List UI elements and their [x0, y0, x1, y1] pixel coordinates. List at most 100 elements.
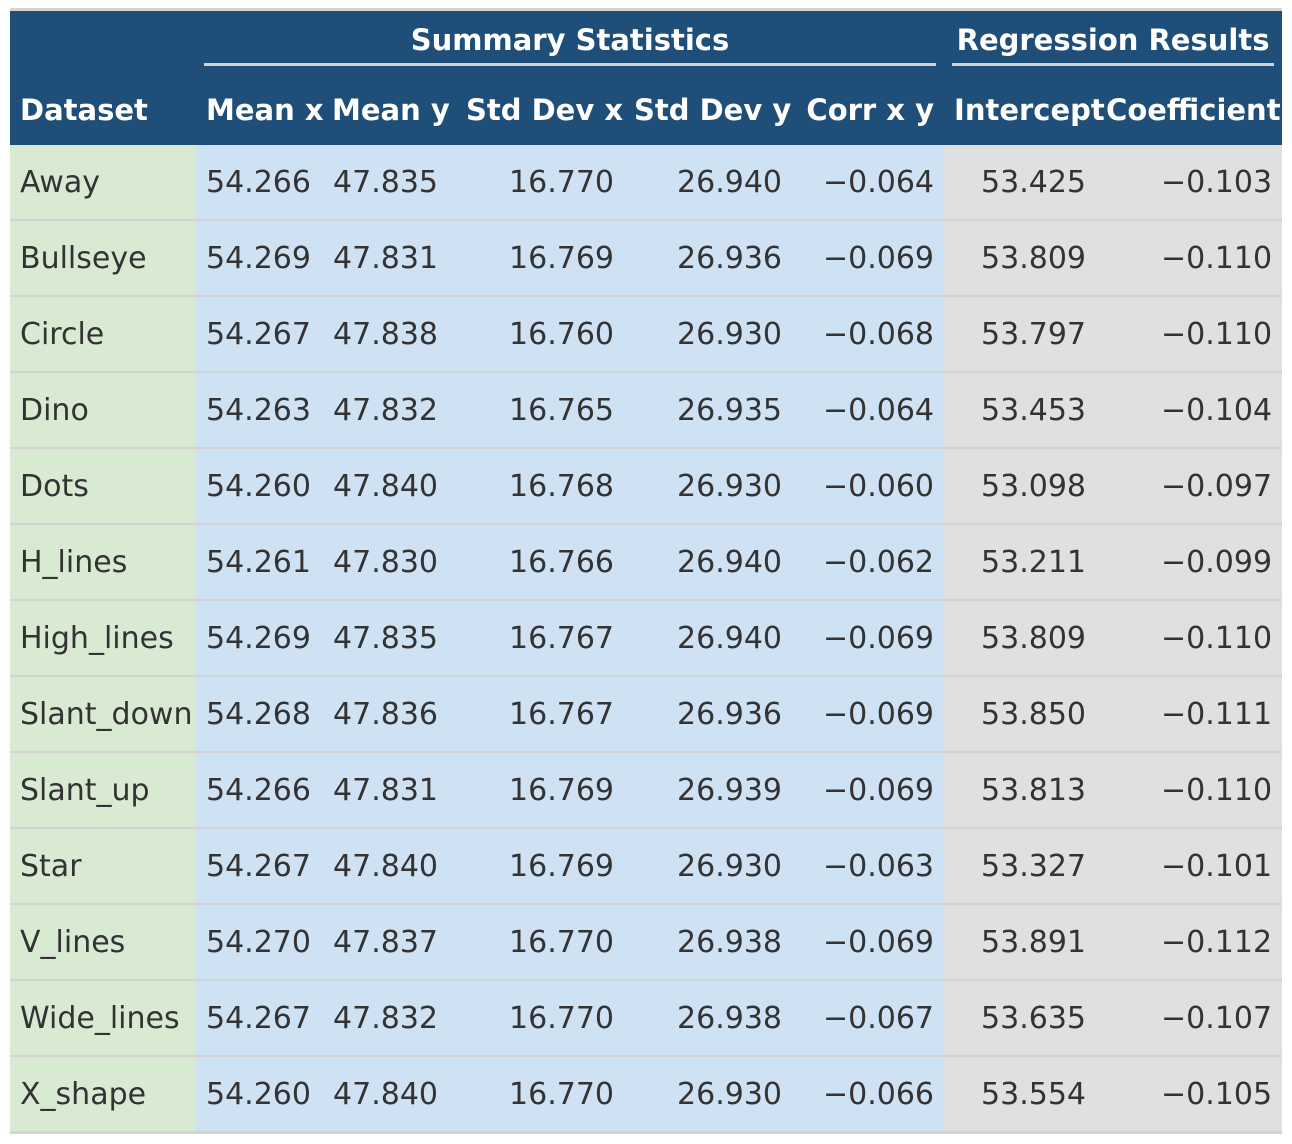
cell-mean-x: 54.267: [196, 827, 322, 904]
cell-mean-x: 54.267: [196, 295, 322, 372]
cell-std-dev-y: 26.940: [624, 143, 792, 220]
cell-dataset: Slant_up: [10, 751, 196, 828]
cell-mean-x: 54.267: [196, 979, 322, 1056]
cell-dataset: High_lines: [10, 599, 196, 676]
cell-corr-x-y: −0.069: [792, 903, 945, 980]
spanner-row: Summary Statistics Regression Results: [10, 9, 1283, 78]
cell-mean-y: 47.831: [322, 219, 456, 296]
table-row: Bullseye 54.269 47.831 16.769 26.936 −0.069 53…: [10, 219, 1283, 296]
cell-std-dev-x: 16.769: [456, 827, 624, 904]
table-row: X_shape 54.260 47.840 16.770 26.930 −0.066 53.…: [10, 1055, 1283, 1134]
cell-mean-y: 47.840: [322, 827, 456, 904]
table-row: Dots 54.260 47.840 16.768 26.930 −0.060 53.098…: [10, 447, 1283, 524]
column-header-row: Dataset Mean x Mean y Std Dev x Std Dev …: [10, 77, 1283, 144]
table-row: V_lines 54.270 47.837 16.770 26.938 −0.069 53.…: [10, 903, 1283, 980]
cell-mean-x: 54.266: [196, 751, 322, 828]
cell-std-dev-x: 16.770: [456, 903, 624, 980]
cell-mean-x: 54.261: [196, 523, 322, 600]
cell-intercept: 53.327: [944, 827, 1097, 904]
cell-dataset: Away: [10, 143, 196, 220]
cell-dataset: H_lines: [10, 523, 196, 600]
cell-mean-y: 47.840: [322, 1055, 456, 1134]
cell-coefficient: −0.097: [1096, 447, 1283, 524]
table-body: Away 54.266 47.835 16.770 26.940 −0.064 53.425…: [10, 143, 1283, 1134]
cell-corr-x-y: −0.064: [792, 143, 945, 220]
cell-mean-x: 54.270: [196, 903, 322, 980]
cell-std-dev-y: 26.936: [624, 219, 792, 296]
cell-corr-x-y: −0.063: [792, 827, 945, 904]
table-row: Slant_down 54.268 47.836 16.767 26.936 −0.069…: [10, 675, 1283, 752]
cell-mean-y: 47.832: [322, 371, 456, 448]
cell-mean-x: 54.260: [196, 447, 322, 524]
cell-std-dev-x: 16.767: [456, 599, 624, 676]
table-row: High_lines 54.269 47.835 16.767 26.940 −0.069…: [10, 599, 1283, 676]
cell-dataset: X_shape: [10, 1055, 196, 1134]
cell-dataset: Bullseye: [10, 219, 196, 296]
cell-mean-x: 54.269: [196, 219, 322, 296]
spanner-summary-statistics: Summary Statistics: [196, 10, 944, 78]
cell-std-dev-x: 16.765: [456, 371, 624, 448]
cell-corr-x-y: −0.069: [792, 599, 945, 676]
column-header-intercept: Intercept: [954, 93, 1105, 127]
cell-intercept: 53.453: [944, 371, 1097, 448]
cell-corr-x-y: −0.068: [792, 295, 945, 372]
cell-std-dev-y: 26.940: [624, 599, 792, 676]
cell-mean-y: 47.830: [322, 523, 456, 600]
cell-dataset: V_lines: [10, 903, 196, 980]
cell-std-dev-x: 16.769: [456, 219, 624, 296]
cell-coefficient: −0.112: [1096, 903, 1283, 980]
cell-coefficient: −0.105: [1096, 1055, 1283, 1134]
cell-coefficient: −0.107: [1096, 979, 1283, 1056]
cell-std-dev-y: 26.939: [624, 751, 792, 828]
cell-corr-x-y: −0.067: [792, 979, 945, 1056]
cell-mean-x: 54.268: [196, 675, 322, 752]
spanner-regression-results: Regression Results: [944, 10, 1282, 78]
cell-mean-y: 47.835: [322, 599, 456, 676]
cell-std-dev-x: 16.767: [456, 675, 624, 752]
table-row: Wide_lines 54.267 47.832 16.770 26.938 −0.067…: [10, 979, 1283, 1056]
column-header-mean-y: Mean y: [332, 93, 450, 127]
table-header: Summary Statistics Regression Results Da…: [10, 9, 1283, 144]
cell-intercept: 53.554: [944, 1055, 1097, 1134]
table-row: Star 54.267 47.840 16.769 26.930 −0.063 53.327…: [10, 827, 1283, 904]
cell-corr-x-y: −0.069: [792, 751, 945, 828]
cell-std-dev-x: 16.760: [456, 295, 624, 372]
column-header-dataset: Dataset: [20, 93, 148, 127]
column-header-std-dev-x: Std Dev x: [466, 93, 624, 127]
cell-std-dev-y: 26.940: [624, 523, 792, 600]
cell-intercept: 53.850: [944, 675, 1097, 752]
cell-std-dev-y: 26.935: [624, 371, 792, 448]
cell-coefficient: −0.110: [1096, 751, 1283, 828]
cell-std-dev-x: 16.766: [456, 523, 624, 600]
table-row: Away 54.266 47.835 16.770 26.940 −0.064 53.425…: [10, 143, 1283, 220]
cell-coefficient: −0.103: [1096, 143, 1283, 220]
cell-intercept: 53.635: [944, 979, 1097, 1056]
cell-coefficient: −0.110: [1096, 295, 1283, 372]
cell-mean-y: 47.837: [322, 903, 456, 980]
cell-dataset: Dots: [10, 447, 196, 524]
cell-coefficient: −0.099: [1096, 523, 1283, 600]
cell-std-dev-y: 26.930: [624, 447, 792, 524]
table-row: Circle 54.267 47.838 16.760 26.930 −0.068 53.7…: [10, 295, 1283, 372]
column-header-coefficient: Coefficient: [1106, 93, 1281, 127]
cell-mean-y: 47.831: [322, 751, 456, 828]
cell-corr-x-y: −0.066: [792, 1055, 945, 1134]
spanner-regression-label: Regression Results: [952, 23, 1275, 66]
cell-mean-x: 54.269: [196, 599, 322, 676]
table-row: Dino 54.263 47.832 16.765 26.935 −0.064 53.453…: [10, 371, 1283, 448]
cell-intercept: 53.809: [944, 219, 1097, 296]
cell-mean-y: 47.838: [322, 295, 456, 372]
cell-std-dev-x: 16.769: [456, 751, 624, 828]
cell-std-dev-y: 26.930: [624, 1055, 792, 1134]
cell-std-dev-x: 16.768: [456, 447, 624, 524]
cell-mean-x: 54.266: [196, 143, 322, 220]
summary-table-container: Summary Statistics Regression Results Da…: [10, 8, 1283, 1134]
column-header-std-dev-y: Std Dev y: [634, 93, 792, 127]
spanner-summary-label: Summary Statistics: [204, 23, 937, 66]
cell-dataset: Wide_lines: [10, 979, 196, 1056]
cell-dataset: Star: [10, 827, 196, 904]
column-header-corr-x-y: Corr x y: [806, 93, 935, 127]
cell-intercept: 53.098: [944, 447, 1097, 524]
cell-corr-x-y: −0.062: [792, 523, 945, 600]
cell-corr-x-y: −0.069: [792, 219, 945, 296]
